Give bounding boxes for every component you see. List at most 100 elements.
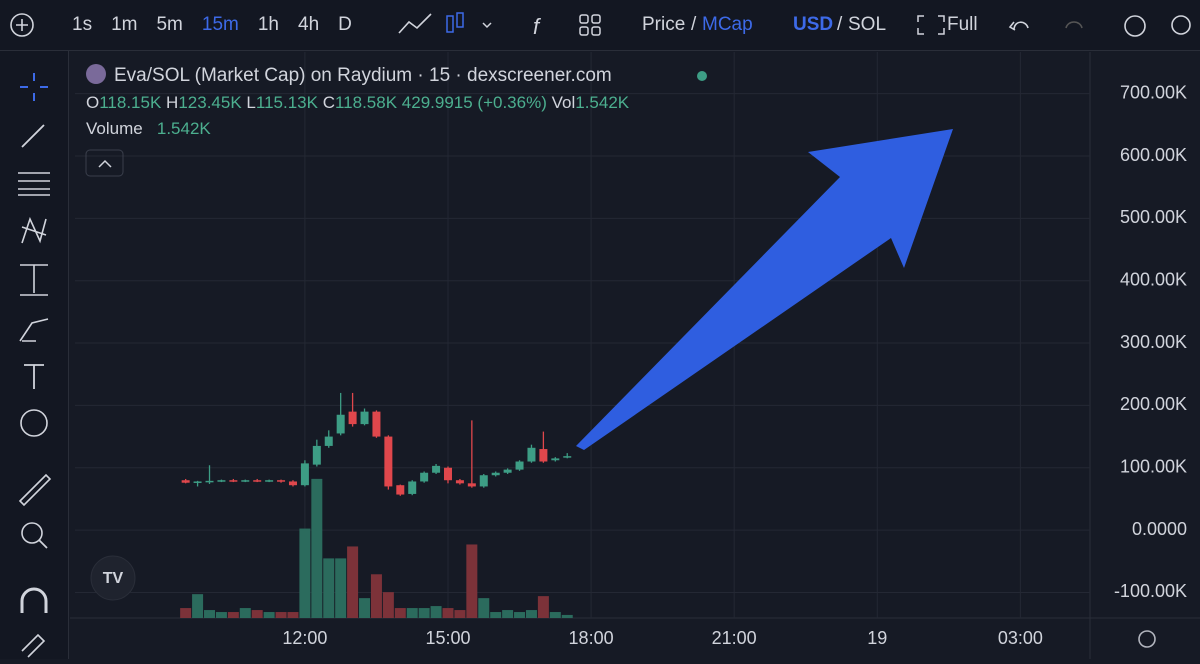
volume-bar — [490, 612, 502, 618]
collapse-icon — [98, 159, 112, 168]
volume-bar — [239, 608, 251, 618]
interval-button[interactable]: 1s — [72, 14, 93, 35]
volume-bar — [359, 598, 371, 618]
volume-bar — [370, 574, 382, 618]
candle-body — [241, 480, 250, 482]
interval-button[interactable]: D — [338, 14, 352, 35]
volume-bar — [537, 596, 549, 618]
tv-logo[interactable] — [90, 555, 136, 601]
ohlc-key: L — [246, 93, 256, 112]
candle-body — [217, 480, 226, 482]
volume-bar — [215, 612, 227, 618]
interval-button[interactable]: 1m — [111, 14, 138, 35]
interval-button[interactable]: 5m — [156, 14, 183, 35]
volume-bar — [323, 558, 335, 618]
volume-bar — [478, 598, 490, 618]
legend-title-row: Eva/SOL (Market Cap) on Raydium · 15 · d… — [86, 64, 629, 87]
volume-bar — [299, 528, 311, 618]
volume-bar — [180, 608, 192, 618]
candle-body — [229, 480, 238, 482]
candle-body — [181, 480, 190, 483]
plot — [75, 52, 1090, 618]
chart-type-icons[interactable]: f — [385, 0, 645, 50]
candle-body — [384, 436, 393, 487]
candle-body — [300, 463, 309, 486]
volume-bar — [263, 612, 275, 618]
interval-button[interactable]: 4h — [298, 14, 320, 35]
x-tick-label: 19 — [867, 628, 887, 648]
separator: / — [837, 14, 843, 35]
volume-bar — [347, 546, 359, 618]
ohlc-key: C — [322, 93, 335, 112]
interval-button[interactable]: 1h — [257, 14, 279, 35]
candle-body — [288, 481, 297, 486]
interval-list: 1s 1m 5m 15m 1h 4h D — [72, 14, 352, 36]
add-icon[interactable] — [4, 0, 44, 50]
y-tick-label: 100.00K — [1120, 456, 1187, 476]
volume-key: Volume — [86, 119, 143, 138]
candle-body — [277, 480, 286, 482]
x-tick-label: 03:00 — [998, 628, 1043, 648]
candle-body — [253, 480, 262, 482]
volume-row: Volume 1.542K — [86, 119, 629, 139]
candle-body — [515, 461, 524, 470]
volume-bar — [335, 558, 347, 618]
change-value: 429.9915 (+0.36%) — [401, 93, 547, 112]
candle-body — [491, 472, 500, 476]
legend: Eva/SOL (Market Cap) on Raydium · 15 · d… — [86, 64, 629, 139]
separator: / — [691, 14, 697, 35]
ohlc-value: 118.58K — [334, 93, 398, 112]
arrow-annotation — [576, 129, 953, 450]
volume-bar — [227, 612, 239, 618]
volume-bar — [311, 478, 323, 618]
tv-logo-text: TV — [103, 570, 124, 587]
drawing-tools[interactable] — [0, 51, 68, 659]
collapse-button[interactable] — [85, 149, 124, 177]
volume-bar — [251, 610, 263, 618]
candle-body — [348, 411, 357, 425]
candle-body — [527, 447, 536, 462]
y-tick-label: -100.00K — [1114, 581, 1187, 601]
volume-bar — [514, 612, 526, 618]
y-tick-label: 300.00K — [1120, 332, 1187, 352]
usd-toggle[interactable]: USD — [793, 14, 834, 35]
candle-body — [443, 467, 452, 481]
candle-body — [420, 472, 429, 482]
volume-bar — [430, 606, 442, 618]
x-tick-label: 12:00 — [282, 628, 327, 648]
vol-value: 1.542K — [575, 93, 630, 112]
volume-bar — [275, 612, 287, 618]
candle-body — [563, 456, 572, 458]
full-button[interactable]: Full — [947, 14, 978, 35]
candle-body — [205, 480, 214, 483]
candle-body — [551, 458, 560, 461]
ohlc-key: H — [166, 93, 179, 112]
candle-body — [479, 475, 488, 487]
candle-body — [432, 465, 441, 473]
x-tick-label: 21:00 — [712, 628, 757, 648]
token-avatar — [86, 64, 106, 84]
candle-body — [336, 414, 345, 434]
candle-body — [396, 485, 405, 495]
x-tick-label: 18:00 — [569, 628, 614, 648]
interval-button[interactable]: 15m — [201, 14, 239, 35]
candle-body — [360, 411, 369, 425]
candle-body — [193, 481, 202, 483]
volume-bar — [394, 608, 406, 618]
status-dot — [697, 71, 707, 81]
toolbar-icons[interactable] — [910, 0, 1200, 50]
legend-title: Eva/SOL (Market Cap) on Raydium · 15 · d… — [114, 65, 612, 86]
settings-icon[interactable] — [1138, 630, 1156, 648]
volume-bar — [382, 592, 394, 618]
top-toolbar: 1s 1m 5m 15m 1h 4h D f Price / MCap USD / SOL … — [0, 0, 1200, 51]
candle-body — [312, 445, 321, 465]
y-tick-label: 200.00K — [1120, 394, 1187, 414]
price-toggle[interactable]: Price — [642, 14, 686, 35]
drawing-toolbar — [0, 51, 69, 659]
ohlc-row: O118.15K H123.45K L115.13K C118.58K 429.… — [86, 93, 629, 113]
ohlc-value: 115.13K — [255, 93, 318, 112]
sol-toggle[interactable]: SOL — [848, 14, 887, 35]
y-tick-label: 400.00K — [1120, 269, 1187, 289]
mcap-toggle[interactable]: MCap — [702, 14, 753, 35]
